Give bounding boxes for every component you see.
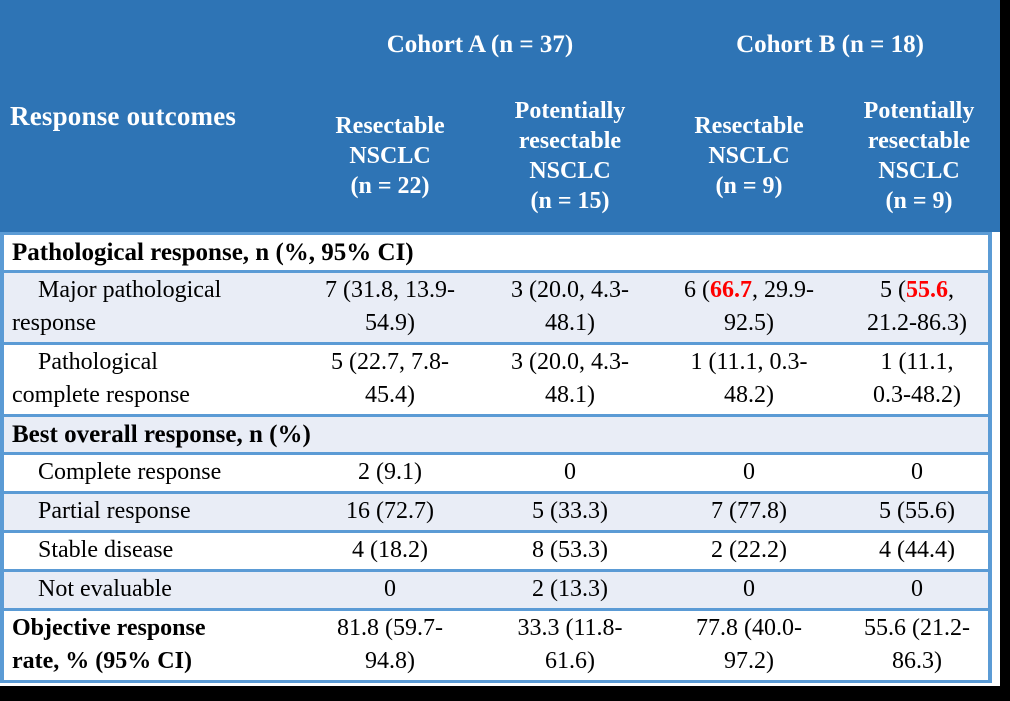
row-label: Major pathological response [12, 277, 222, 336]
cell-value-highlighted: 5 (55.6, 21.2-86.3) [838, 274, 996, 340]
section-row: Best overall response, n (%) [4, 414, 988, 452]
cell-value: 0 [911, 459, 923, 485]
table-header: Response outcomes Cohort A (n = 37) Coho… [0, 0, 1000, 232]
row-label: Objective response rate, % (95% CI) [12, 615, 206, 674]
header-response-outcomes: Response outcomes [10, 100, 237, 131]
table-row: Partial response 16 (72.7) 5 (33.3) 7 (77.8… [4, 491, 988, 530]
response-outcomes-table: Response outcomes Cohort A (n = 37) Coho… [0, 0, 1000, 686]
cell-value: 4 (18.2) [352, 537, 428, 563]
column-header-resectable-b: Resectable NSCLC (n = 9) [694, 113, 804, 199]
table-body: Pathological response, n (%, 95% CI) Majo… [0, 232, 992, 683]
table-row: Not evaluable 0 2 (13.3) 0 0 [4, 569, 988, 608]
cell-value: 5 (55.6) [879, 498, 955, 524]
row-label: Partial response [38, 498, 191, 524]
cell-value: 2 (13.3) [532, 576, 608, 602]
highlighted-percentage: 66.7 [710, 277, 752, 303]
cell-value: 0 [743, 576, 755, 602]
cell-value: 16 (72.7) [346, 498, 434, 524]
cell-value: 77.8 (40.0- 97.2) [696, 615, 802, 674]
value-prefix: 6 ( [684, 277, 710, 303]
table-row: Pathological complete response 5 (22.7, 7… [4, 342, 988, 414]
column-header-potentially-resectable-b: Potentially resectable NSCLC (n = 9) [863, 98, 975, 214]
cell-value: 8 (53.3) [532, 537, 608, 563]
highlighted-percentage: 55.6 [906, 277, 948, 303]
table-row: Complete response 2 (9.1) 0 0 0 [4, 452, 988, 491]
cell-value: 33.3 (11.8- 61.6) [517, 615, 623, 674]
row-label: Not evaluable [38, 576, 172, 602]
row-label: Stable disease [38, 537, 174, 563]
cell-value: 7 (31.8, 13.9- 54.9) [325, 277, 455, 336]
cell-value: 7 (77.8) [711, 498, 787, 524]
cell-value: 55.6 (21.2- 86.3) [864, 615, 970, 674]
value-prefix: 5 ( [880, 277, 906, 303]
cell-value: 1 (11.1, 0.3- 48.2) [690, 349, 808, 408]
table-row: Stable disease 4 (18.2) 8 (53.3) 2 (22.2) 4 … [4, 530, 988, 569]
cell-value: 0 [911, 576, 923, 602]
cell-value: 1 (11.1, 0.3-48.2) [873, 349, 961, 408]
table-row: Major pathological response 7 (31.8, 13.9… [4, 270, 988, 342]
cell-value: 3 (20.0, 4.3- 48.1) [511, 349, 629, 408]
header-cohort-b: Cohort B (n = 18) [736, 31, 924, 58]
cell-value: 0 [384, 576, 396, 602]
cell-value: 5 (33.3) [532, 498, 608, 524]
value-suffix: , 21.2-86.3) [867, 277, 967, 336]
header-cohort-a: Cohort A (n = 37) [386, 31, 574, 58]
cell-value: 5 (22.7, 7.8- 45.4) [331, 349, 449, 408]
value-suffix: , 29.9- 92.5) [724, 277, 814, 336]
cell-value: 4 (44.4) [879, 537, 955, 563]
row-label: Complete response [38, 459, 222, 485]
cell-value-highlighted: 6 (66.7, 29.9- 92.5) [660, 274, 838, 340]
column-header-resectable-a: Resectable NSCLC (n = 22) [335, 113, 445, 199]
cell-value: 0 [743, 459, 755, 485]
cell-value: 2 (22.2) [711, 537, 787, 563]
cell-value: 3 (20.0, 4.3- 48.1) [511, 277, 629, 336]
cell-value: 81.8 (59.7- 94.8) [337, 615, 443, 674]
cell-value: 2 (9.1) [358, 459, 422, 485]
column-header-potentially-resectable-a: Potentially resectable NSCLC (n = 15) [514, 98, 626, 214]
table-row: Objective response rate, % (95% CI) 81.8 … [4, 608, 988, 683]
cell-value: 0 [564, 459, 576, 485]
row-label: Pathological complete response [12, 349, 190, 408]
section-row: Pathological response, n (%, 95% CI) [4, 232, 988, 270]
